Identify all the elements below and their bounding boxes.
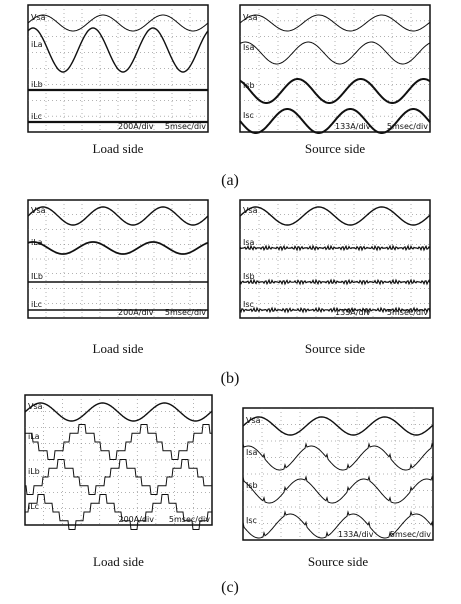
trace-label: Isa	[246, 448, 258, 457]
scope-screen: Vsa iLa ILb iLc 200A/div 5msec/div Load side	[28, 200, 208, 356]
trace-label: iLa	[31, 40, 43, 49]
timebase-label: 5msec/div	[169, 515, 210, 524]
trace-label: iLa	[31, 238, 43, 247]
timebase-label: 5msec/div	[387, 308, 428, 317]
timebase-label: 5msec/div	[165, 308, 206, 317]
trace-label: Vsa	[246, 416, 261, 425]
trace-label: Isc	[246, 516, 257, 525]
caption: Source side	[305, 141, 366, 156]
timebase-label: 5msec/div	[387, 122, 428, 131]
timebase-label: 5msec/div	[390, 530, 431, 539]
trace-label: iLa	[28, 432, 40, 441]
scope-screen: Vsa Isa Isb Isc 133A/div 5msec/div Source side	[240, 5, 430, 156]
caption: Source side	[308, 554, 369, 569]
trace-label: Isb	[243, 81, 255, 90]
trace-label: Isc	[243, 300, 254, 309]
trace-label: Vsa	[28, 402, 43, 411]
scope-screen: Vsa Isa Isb Isc 133A/div 5msec/div Source side	[243, 408, 433, 569]
scope-screen: Vsa iLa iLb iLc 200A/div 5msec/div Load side	[25, 395, 212, 569]
trace-label: iLc	[31, 300, 42, 309]
panel-label: (b)	[221, 370, 240, 387]
scope-screen: Vsa Isa Isb Isc 133A/div 5msec/div Source side	[240, 200, 430, 356]
timebase-label: 5msec/div	[165, 122, 206, 131]
scope-screen: Vsa iLa iLb iLc 200A/div 5msec/div Load side	[28, 5, 208, 156]
scale-label: 133A/div	[335, 308, 371, 317]
caption: Source side	[305, 341, 366, 356]
trace-label: iLc	[31, 112, 42, 121]
trace-label: Vsa	[31, 13, 46, 22]
trace-label: Isb	[246, 481, 258, 490]
trace-label: ILb	[31, 272, 43, 281]
trace-label: iLb	[28, 467, 40, 476]
caption: Load side	[93, 141, 144, 156]
scale-label: 133A/div	[338, 530, 374, 539]
trace-label: Isc	[243, 111, 254, 120]
trace-label: iLb	[31, 80, 43, 89]
trace-label: Isa	[243, 43, 255, 52]
panel-label: (c)	[221, 579, 239, 596]
trace-label: Vsa	[243, 13, 258, 22]
scale-label: 200A/div	[119, 515, 155, 524]
scale-label: 133A/div	[335, 122, 371, 131]
figure: VsaiLaiLbiLc200A/div5msec/divLoad sideVs…	[0, 0, 461, 604]
caption: Load side	[93, 554, 144, 569]
trace-label: Vsa	[31, 206, 46, 215]
trace-label: iLc	[28, 502, 39, 511]
trace-label: Vsa	[243, 206, 258, 215]
scale-label: 200A/div	[118, 308, 154, 317]
trace-label: Isa	[243, 238, 255, 247]
scale-label: 200A/div	[118, 122, 154, 131]
panel-label: (a)	[221, 172, 239, 189]
trace-label: Isb	[243, 272, 255, 281]
caption: Load side	[93, 341, 144, 356]
